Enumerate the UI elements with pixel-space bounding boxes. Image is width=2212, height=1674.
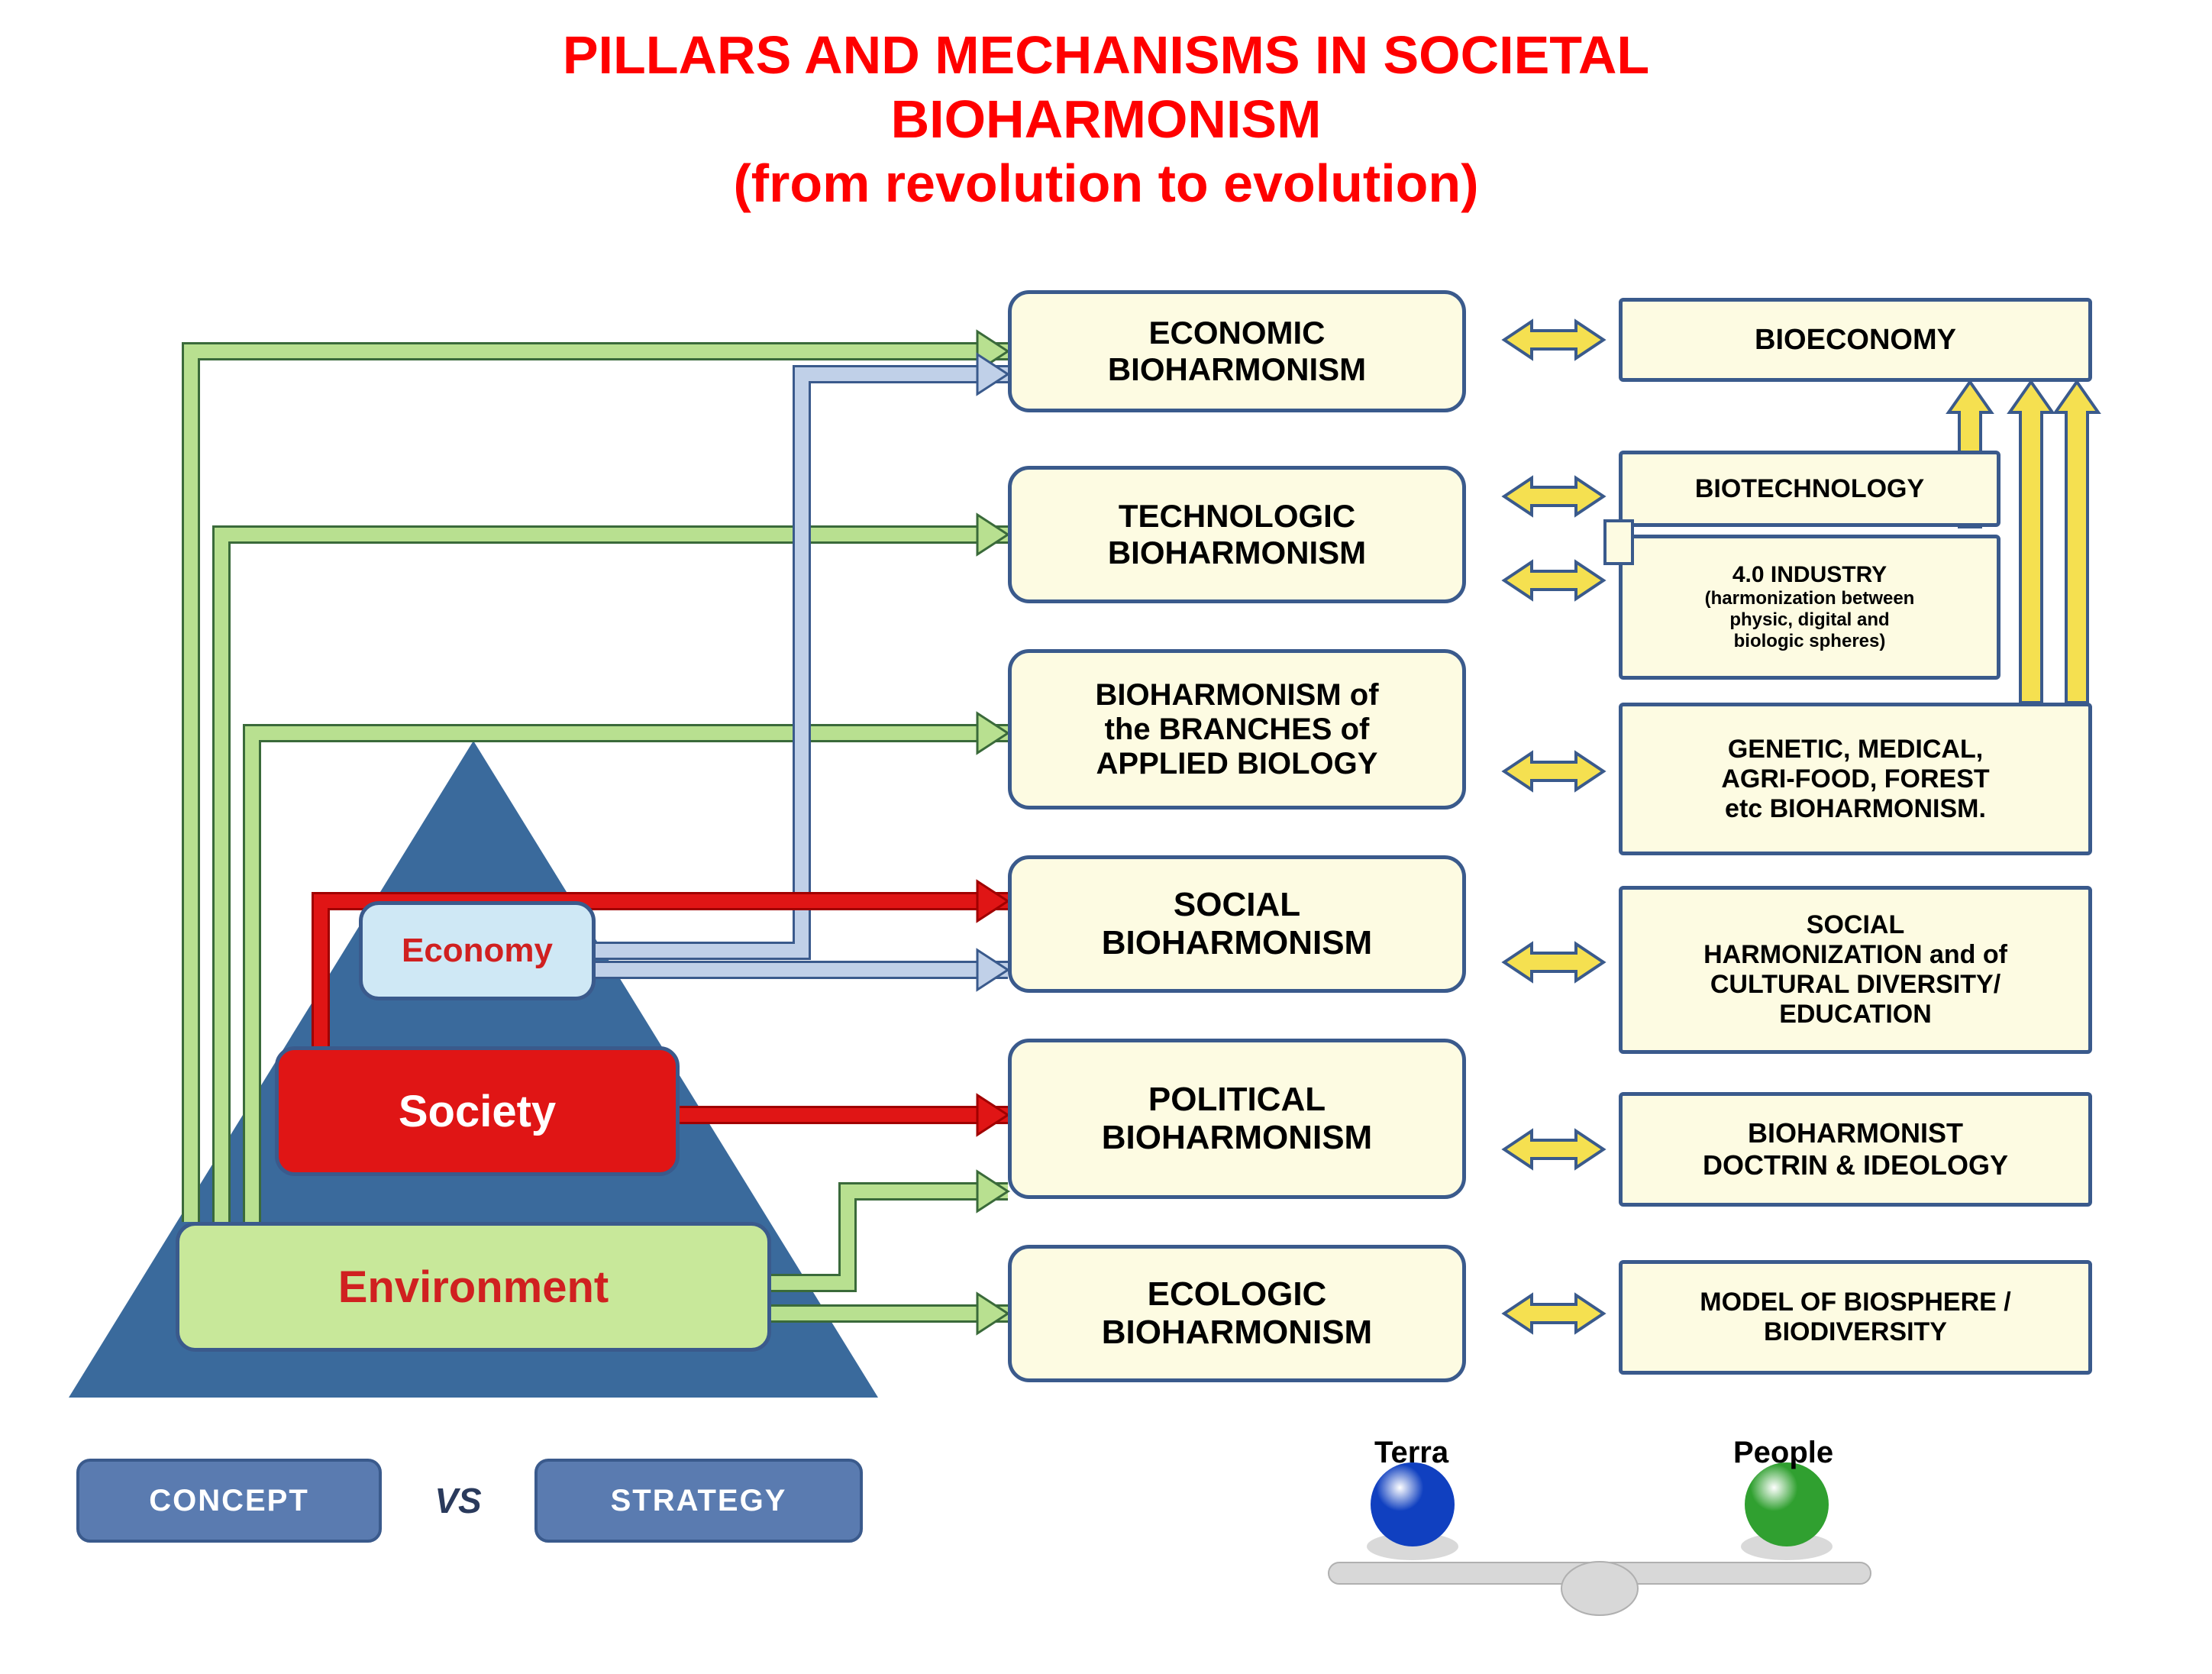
terra-label: Terra bbox=[1374, 1436, 1448, 1470]
node-line: BIODIVERSITY bbox=[1764, 1317, 1947, 1347]
node-line: DOCTRIN & IDEOLOGY bbox=[1703, 1149, 2008, 1181]
node-line: GENETIC, MEDICAL, bbox=[1728, 735, 1983, 764]
pyramid-economy: Economy bbox=[359, 901, 596, 1000]
node-line: ECONOMIC bbox=[1149, 315, 1326, 351]
node-line: BIOHARMONISM bbox=[1108, 535, 1366, 571]
node-line: biologic spheres) bbox=[1734, 631, 1886, 652]
node-line: BIOHARMONISM bbox=[1108, 351, 1366, 388]
node-line: BIOECONOMY bbox=[1755, 324, 1956, 357]
node-tech: TECHNOLOGICBIOHARMONISM bbox=[1008, 466, 1466, 603]
node-line: ECOLOGIC bbox=[1148, 1275, 1327, 1314]
node-biotech: BIOTECHNOLOGY bbox=[1619, 451, 2000, 527]
node-line: SOCIAL bbox=[1174, 886, 1300, 924]
node-line: (harmonization between bbox=[1705, 588, 1915, 609]
node-line: physic, digital and bbox=[1729, 609, 1889, 631]
node-social: SOCIALHARMONIZATION and ofCULTURAL DIVER… bbox=[1619, 886, 2092, 1054]
node-line: TECHNOLOGIC bbox=[1119, 498, 1355, 535]
node-soc: SOCIALBIOHARMONISM bbox=[1008, 855, 1466, 993]
concept-button: CONCEPT bbox=[76, 1459, 382, 1543]
node-biosphere: MODEL OF BIOSPHERE /BIODIVERSITY bbox=[1619, 1260, 2092, 1375]
node-genetic: GENETIC, MEDICAL,AGRI-FOOD, FORESTetc BI… bbox=[1619, 703, 2092, 855]
node-line: BIOHARMONIST bbox=[1748, 1117, 1963, 1149]
node-line: POLITICAL bbox=[1148, 1081, 1326, 1119]
title-line1: PILLARS AND MECHANISMS IN SOCIETAL bbox=[0, 23, 2212, 87]
diagram-canvas: PILLARS AND MECHANISMS IN SOCIETAL BIOHA… bbox=[0, 0, 2212, 1674]
node-ecol: ECOLOGICBIOHARMONISM bbox=[1008, 1245, 1466, 1382]
node-line: AGRI-FOOD, FOREST bbox=[1721, 764, 1989, 794]
node-bioecon: BIOECONOMY bbox=[1619, 298, 2092, 382]
node-line: BIOHARMONISM bbox=[1102, 1119, 1372, 1157]
pyramid-environment: Environment bbox=[176, 1222, 771, 1352]
node-line: SOCIAL bbox=[1807, 910, 1904, 940]
node-line: CULTURAL DIVERSITY/ bbox=[1710, 970, 2000, 1000]
node-line: HARMONIZATION and of bbox=[1703, 940, 2007, 970]
node-line: EDUCATION bbox=[1779, 1000, 1932, 1029]
title-line2: BIOHARMONISM bbox=[0, 87, 2212, 151]
node-line: MODEL OF BIOSPHERE / bbox=[1700, 1288, 2010, 1317]
title-line3: (from revolution to evolution) bbox=[0, 151, 2212, 215]
node-line: BIOHARMONISM of bbox=[1095, 678, 1378, 713]
vs-label: VS bbox=[412, 1459, 504, 1543]
node-line: etc BIOHARMONISM. bbox=[1725, 794, 1986, 824]
node-line: BIOHARMONISM bbox=[1102, 924, 1372, 962]
node-pol: POLITICALBIOHARMONISM bbox=[1008, 1039, 1466, 1199]
node-line: BIOHARMONISM bbox=[1102, 1314, 1372, 1352]
connector-block bbox=[1603, 519, 1634, 565]
people-label: People bbox=[1733, 1436, 1833, 1470]
node-industry: 4.0 INDUSTRY(harmonization betweenphysic… bbox=[1619, 535, 2000, 680]
node-line: the BRANCHES of bbox=[1105, 713, 1370, 747]
node-doctrin: BIOHARMONISTDOCTRIN & IDEOLOGY bbox=[1619, 1092, 2092, 1207]
pyramid-society: Society bbox=[275, 1046, 680, 1176]
node-line: APPLIED BIOLOGY bbox=[1096, 747, 1378, 781]
main-title: PILLARS AND MECHANISMS IN SOCIETAL BIOHA… bbox=[0, 23, 2212, 215]
strategy-button: STRATEGY bbox=[534, 1459, 863, 1543]
node-line: BIOTECHNOLOGY bbox=[1695, 474, 1924, 504]
node-line: 4.0 INDUSTRY bbox=[1732, 562, 1887, 588]
node-econ: ECONOMICBIOHARMONISM bbox=[1008, 290, 1466, 412]
node-bio: BIOHARMONISM ofthe BRANCHES ofAPPLIED BI… bbox=[1008, 649, 1466, 810]
